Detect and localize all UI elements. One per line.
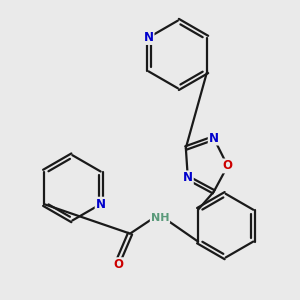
Text: N: N xyxy=(96,198,106,211)
Text: O: O xyxy=(113,258,123,271)
Text: N: N xyxy=(183,171,193,184)
Text: N: N xyxy=(209,132,219,145)
Text: N: N xyxy=(144,31,154,44)
Text: O: O xyxy=(223,159,232,172)
Text: NH: NH xyxy=(151,213,169,223)
